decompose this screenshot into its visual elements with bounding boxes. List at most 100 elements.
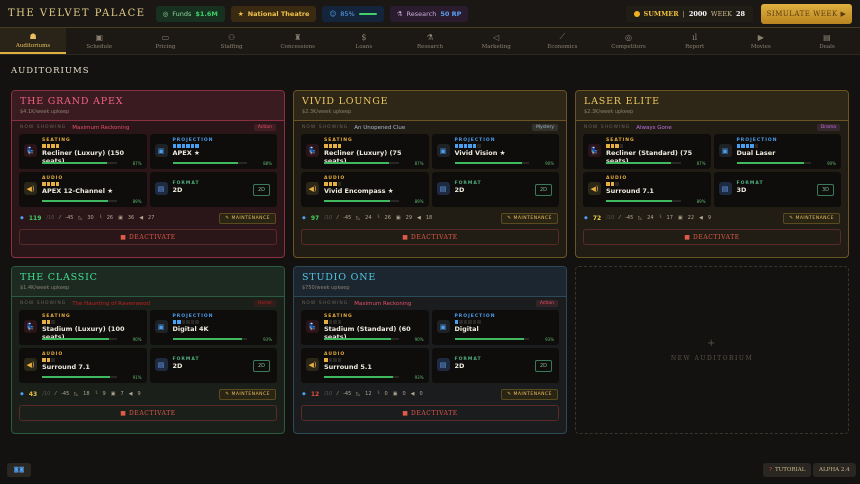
tab-schedule[interactable]: ▣ Schedule [66,28,132,54]
movie-title[interactable]: Maximum Reckoning [354,300,412,307]
tab-economics[interactable]: ⟋ Economics [529,28,595,54]
score-unit: /10 [46,215,55,221]
tab-loans[interactable]: $ Loans [331,28,397,54]
tab-label: Schedule [86,43,113,50]
projection-module[interactable]: ▣ PROJECTION Digital 93% [431,310,559,345]
seating-module[interactable]: 💺 SEATING Stadium (Luxury) (100 seats) 90% [19,310,147,345]
speaker-icon: ◀ [699,215,703,221]
seat-icon: ╰ [376,215,380,221]
delta: -45 [65,215,74,221]
now-showing[interactable]: NOW SHOWING The Haunting of Ravenwood Horr… [12,297,284,310]
tab-movies[interactable]: ▶ Movies [728,28,794,54]
format-module[interactable]: ▤ FORMAT 2D 2D [149,172,277,207]
format-toggle[interactable]: 2D [252,184,270,196]
tab-pricing[interactable]: ▭ Pricing [132,28,198,54]
movie-title[interactable]: An Unopened Clue [354,124,406,131]
projection-module[interactable]: ▣ PROJECTION Vivid Vision ★ 90% [431,134,559,169]
tab-concessions[interactable]: ♜ Concessions [265,28,331,54]
maintenance-button[interactable]: ✎ MAINTENANCE [783,212,840,224]
projection-module[interactable]: ▣ PROJECTION Dual Laser 90% [713,134,841,169]
seating-module[interactable]: 💺 SEATING Recliner (Luxury) (150 seats) 87% [19,134,147,169]
research-icon: ⚗ [426,32,434,42]
chart-icon: ◺ [638,215,643,221]
auditorium-name: LASER ELITE [584,96,660,107]
format-module[interactable]: ▤ FORMAT 2D 2D [431,348,559,383]
maintenance-button[interactable]: ✎ MAINTENANCE [501,388,558,400]
format-label: FORMAT [454,357,482,362]
stat: 22 [687,215,695,221]
maintenance-button[interactable]: ✎ MAINTENANCE [219,212,276,224]
stat: 9 [707,215,712,221]
movie-title[interactable]: Always Gone [636,124,672,131]
new-auditorium-button[interactable]: + NEW AUDITORIUM [575,266,849,434]
deals-icon: ▤ [823,32,831,42]
tutorial-button[interactable]: ? TUTORIAL [763,463,812,477]
format-module[interactable]: ▤ FORMAT 2D 2D [149,348,277,383]
format-module[interactable]: ▤ FORMAT 3D 3D [713,172,841,207]
format-module[interactable]: ▤ FORMAT 2D 2D [431,172,559,207]
deactivate-button[interactable]: ■ DEACTIVATE [19,229,277,245]
audio-module[interactable]: ◀) AUDIO Surround 7.1 89% [583,172,711,207]
now-showing[interactable]: NOW SHOWING Maximum Reckoning Action [294,297,566,310]
week: 28 [735,9,745,18]
format-toggle[interactable]: 3D [816,184,834,196]
projection-module[interactable]: ▣ PROJECTION Digital 4K 93% [149,310,277,345]
format-toggle[interactable]: 2D [534,360,552,372]
research-badge[interactable]: ⚗ Research 50 RP [389,5,469,22]
movie-title[interactable]: Maximum Reckoning [72,124,130,131]
stats-row: ◆ 119/10 ⁄ -45 ◺ 30 ╰ 26 ▣ 36 ◀ 27 ✎ MAINTENANCE [12,209,284,227]
satisfaction-badge[interactable]: ☺ 85% [322,5,384,22]
chart-icon: ◺ [74,391,79,397]
audio-module[interactable]: ◀) AUDIO APEX 12-Channel ★ 89% [19,172,147,207]
tab-report[interactable]: ıl Report [662,28,728,54]
seating-module[interactable]: 💺 SEATING Recliner (Standard) (75 seats) 87… [583,134,711,169]
now-showing[interactable]: NOW SHOWING Maximum Reckoning Action [12,121,284,134]
projection-module[interactable]: ▣ PROJECTION APEX ★ 88% [149,134,277,169]
score: 43 [28,390,38,398]
tab-staffing[interactable]: ⚇ Staffing [198,28,264,54]
page-title: AUDITORIUMS [11,66,90,76]
audio-condition: 93% [414,375,424,380]
format-label: FORMAT [172,181,200,186]
simulate-week-button[interactable]: SIMULATE WEEK ▶ [761,3,852,24]
reputation-badge[interactable]: ★ National Theatre [230,5,317,22]
tab-auditoriums[interactable]: ☗ Auditoriums [0,28,67,54]
deactivate-button[interactable]: ■ DEACTIVATE [583,229,841,245]
movie-title[interactable]: The Haunting of Ravenwood [72,300,151,307]
loans-icon: $ [361,32,367,42]
auditorium-name: THE GRAND APEX [20,96,124,107]
deactivate-button[interactable]: ■ DEACTIVATE [19,405,277,421]
format-value: 2D [454,362,465,370]
controller-icon[interactable]: ◙◙ [7,463,31,477]
format-toggle[interactable]: 2D [252,360,270,372]
format-label: FORMAT [454,181,482,186]
audio-module[interactable]: ◀) AUDIO Surround 7.1 91% [19,348,147,383]
deactivate-button[interactable]: ■ DEACTIVATE [301,229,559,245]
seating-module[interactable]: 💺 SEATING Recliner (Luxury) (75 seats) 87% [301,134,429,169]
stat: 0 [402,391,406,397]
now-showing[interactable]: NOW SHOWING Always Gone Drama [576,121,848,134]
tab-competitors[interactable]: ◎ Competitors [595,28,661,54]
deactivate-label: DEACTIVATE [692,233,740,241]
funds-badge[interactable]: ◎ Funds $1.6M [155,5,225,22]
tab-marketing[interactable]: ◁ Marketing [463,28,529,54]
deactivate-button[interactable]: ■ DEACTIVATE [301,405,559,421]
movies-icon: ▶ [757,32,764,42]
audio-module[interactable]: ◀) AUDIO Surround 5.1 93% [301,348,429,383]
speaker-icon: ◀ [128,391,133,397]
competitors-icon: ◎ [624,32,632,42]
seating-module[interactable]: 💺 SEATING Stadium (Standard) (60 seats) 90% [301,310,429,345]
tab-deals[interactable]: ▤ Deals [794,28,860,54]
maintenance-button[interactable]: ✎ MAINTENANCE [501,212,558,224]
now-showing[interactable]: NOW SHOWING An Unopened Clue Mystery [294,121,566,134]
projection-quality-rating [172,320,272,324]
format-value: 3D [736,186,747,194]
maintenance-button[interactable]: ✎ MAINTENANCE [219,388,276,400]
tab-research[interactable]: ⚗ Research [397,28,463,54]
audio-condition-bar [42,200,117,202]
audio-module[interactable]: ◀) AUDIO Vivid Encompass ★ 89% [301,172,429,207]
deactivate-label: DEACTIVATE [128,233,176,241]
audio-condition: 89% [414,199,424,204]
format-toggle[interactable]: 2D [534,184,552,196]
tab-label: Concessions [280,43,315,50]
